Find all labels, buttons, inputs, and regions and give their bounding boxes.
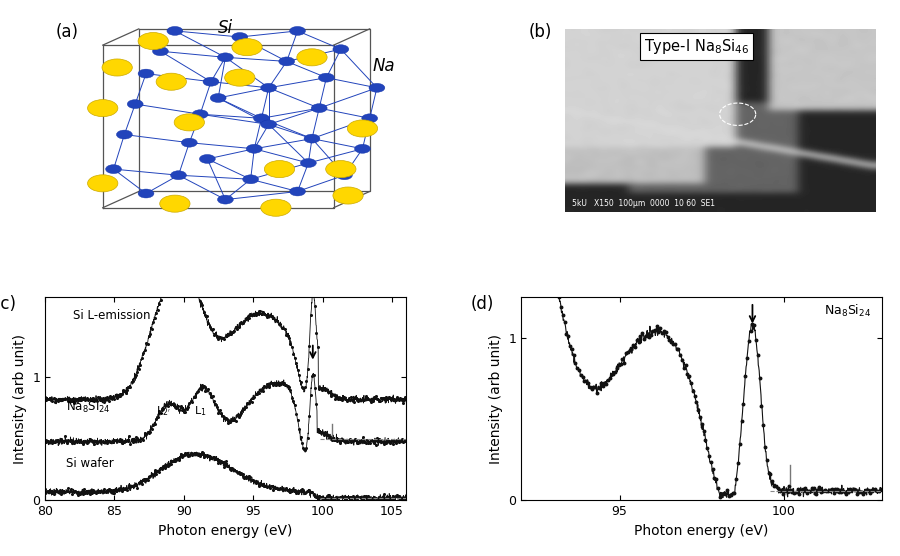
Y-axis label: Intensity (arb unit): Intensity (arb unit): [13, 334, 27, 464]
Circle shape: [138, 33, 168, 49]
Circle shape: [193, 110, 208, 119]
Circle shape: [265, 161, 294, 178]
Circle shape: [152, 47, 168, 56]
Circle shape: [311, 103, 327, 113]
Circle shape: [138, 189, 154, 198]
Circle shape: [156, 73, 186, 90]
X-axis label: Photon energy (eV): Photon energy (eV): [158, 524, 292, 538]
Text: Si: Si: [218, 19, 233, 37]
Circle shape: [279, 57, 294, 66]
Circle shape: [203, 77, 219, 86]
Circle shape: [304, 134, 320, 143]
Circle shape: [138, 69, 154, 78]
Circle shape: [87, 175, 118, 192]
X-axis label: Photon energy (eV): Photon energy (eV): [634, 524, 769, 538]
Text: Si L-emission: Si L-emission: [73, 309, 150, 322]
Text: Si wafer: Si wafer: [66, 457, 113, 470]
Circle shape: [105, 165, 122, 173]
Circle shape: [290, 187, 305, 196]
Circle shape: [211, 93, 226, 102]
Circle shape: [127, 100, 143, 108]
Circle shape: [355, 145, 371, 153]
Circle shape: [200, 155, 215, 163]
Text: (d): (d): [471, 295, 494, 313]
Circle shape: [159, 195, 190, 212]
Circle shape: [326, 161, 356, 178]
Text: Na$_8$Si$_{24}$: Na$_8$Si$_{24}$: [824, 303, 871, 319]
Circle shape: [297, 49, 327, 66]
Circle shape: [290, 27, 305, 36]
Text: Type-I Na$_8$Si$_{46}$: Type-I Na$_8$Si$_{46}$: [644, 37, 749, 56]
Circle shape: [218, 195, 233, 204]
Text: L$_{2'}$: L$_{2'}$: [156, 404, 170, 418]
Text: L$_1$: L$_1$: [194, 404, 207, 418]
Text: (c): (c): [0, 295, 16, 313]
Text: Na: Na: [373, 57, 395, 75]
Circle shape: [102, 59, 132, 76]
Circle shape: [369, 83, 385, 92]
Circle shape: [337, 171, 353, 180]
Circle shape: [261, 120, 276, 129]
Y-axis label: Intensity (arb unit): Intensity (arb unit): [489, 334, 503, 464]
Text: Na$_8$Si$_{24}$: Na$_8$Si$_{24}$: [66, 399, 111, 415]
Circle shape: [116, 130, 132, 139]
Circle shape: [87, 100, 118, 117]
Circle shape: [254, 114, 269, 123]
Circle shape: [232, 33, 248, 42]
Text: 5kU   X150  100μm  0000  10 60  SE1: 5kU X150 100μm 0000 10 60 SE1: [572, 198, 715, 208]
Text: (a): (a): [56, 23, 79, 41]
Circle shape: [182, 138, 197, 147]
Circle shape: [171, 171, 186, 180]
Circle shape: [243, 175, 258, 183]
Circle shape: [247, 145, 262, 153]
Circle shape: [333, 187, 364, 204]
Circle shape: [232, 38, 262, 56]
Circle shape: [301, 158, 316, 167]
Circle shape: [261, 199, 291, 216]
Circle shape: [347, 120, 378, 137]
Circle shape: [333, 44, 349, 54]
Circle shape: [166, 27, 183, 36]
Circle shape: [362, 114, 378, 123]
Circle shape: [225, 69, 255, 86]
Circle shape: [175, 114, 204, 131]
Text: (b): (b): [528, 23, 552, 41]
Circle shape: [319, 73, 334, 82]
Circle shape: [218, 53, 233, 62]
Circle shape: [261, 83, 276, 92]
